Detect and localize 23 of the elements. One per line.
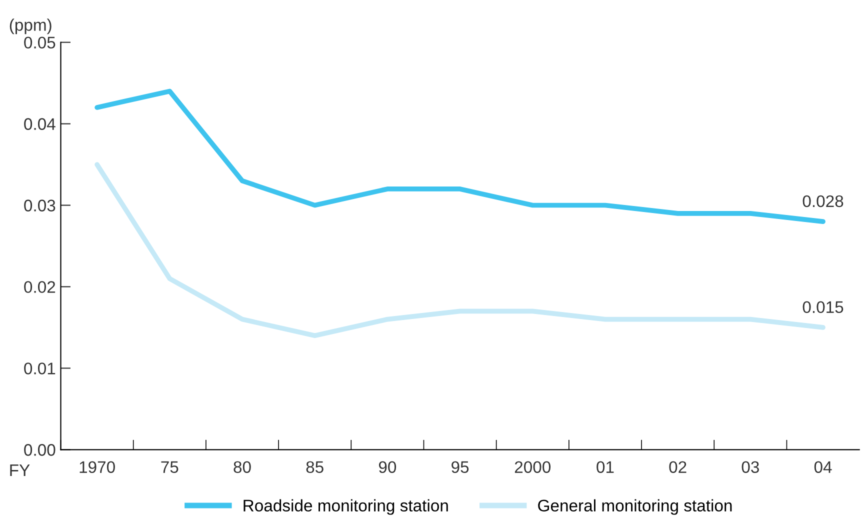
x-tick-label: 03 <box>742 461 759 474</box>
y-tick-label: 0.00 <box>24 444 56 456</box>
x-tick-label: 95 <box>452 461 469 474</box>
legend-label: Roadside monitoring station <box>244 499 448 515</box>
x-tick-label: 80 <box>234 461 251 474</box>
x-tick-label: 75 <box>161 461 178 474</box>
y-tick-label: 0.02 <box>24 281 56 293</box>
x-tick-label: 1970 <box>80 461 115 474</box>
y-tick-label: 0.04 <box>24 118 56 130</box>
legend-label: General monitoring station <box>538 499 732 515</box>
x-tick-label: 2000 <box>514 461 551 474</box>
x-tick-label: 02 <box>669 461 686 474</box>
y-tick-label: 0.01 <box>24 362 56 374</box>
data-label: 0.015 <box>802 301 844 314</box>
x-tick-label: 85 <box>306 461 324 474</box>
x-tick-label: 90 <box>378 461 396 474</box>
x-axis-title: FY <box>10 464 30 476</box>
data-label: 0.028 <box>802 195 844 208</box>
y-tick-label: 0.05 <box>24 36 56 49</box>
x-tick-label: 04 <box>814 461 832 474</box>
y-axis-title: (ppm) <box>10 18 52 34</box>
x-tick-label: 01 <box>596 461 614 474</box>
y-tick-label: 0.03 <box>24 200 56 212</box>
